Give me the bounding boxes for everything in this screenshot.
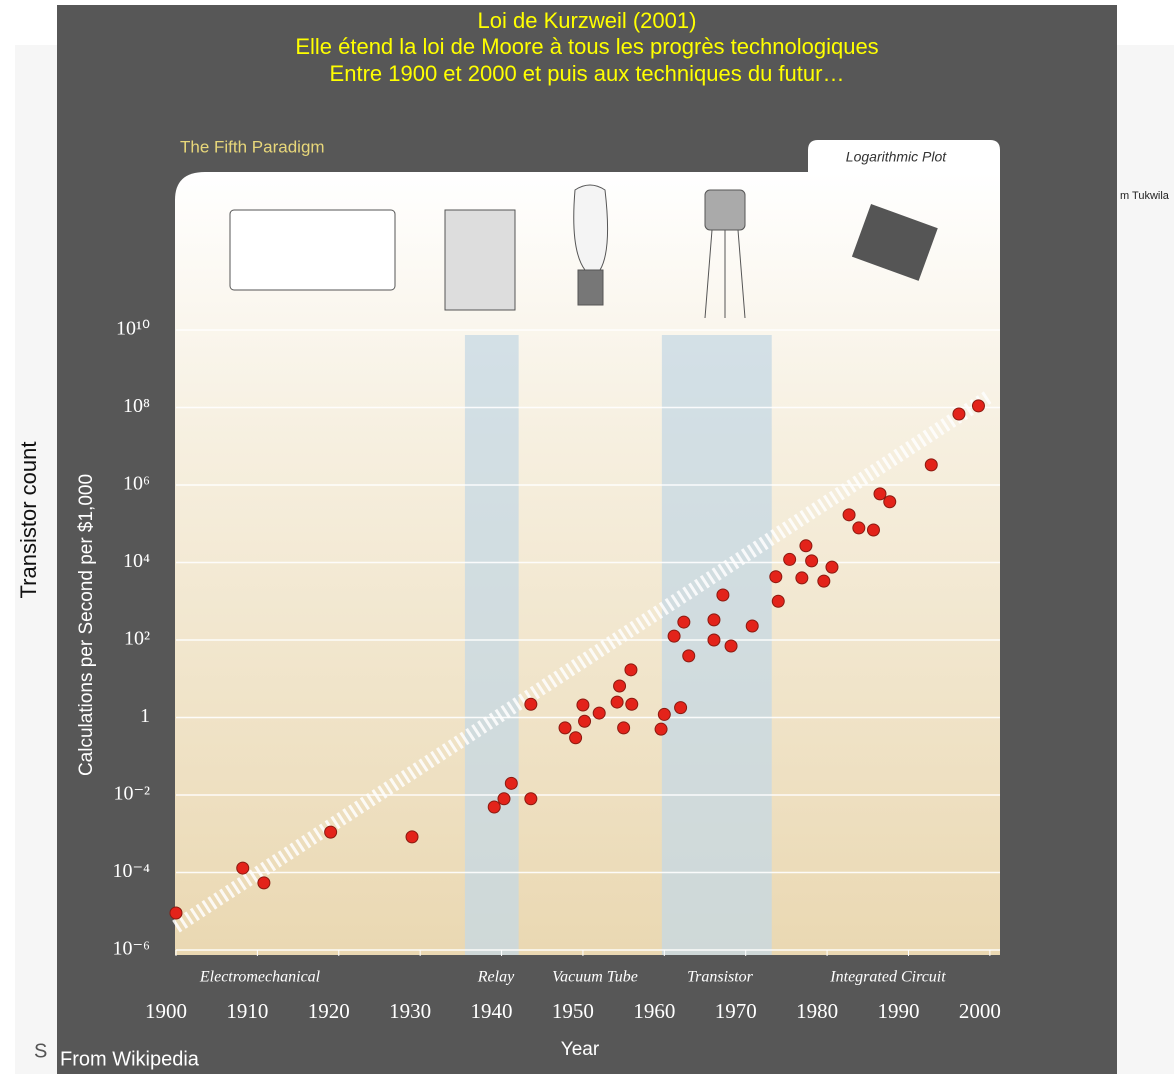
y-tick-label: 1 — [140, 705, 150, 727]
data-point — [257, 876, 271, 890]
x-tick-label: 1930 — [389, 999, 431, 1023]
y-tick-label: 10⁻² — [113, 783, 150, 805]
y-tick-label: 10⁸ — [123, 395, 150, 417]
header-line: Elle étend la loi de Moore à tous les pr… — [295, 34, 878, 59]
transistor-icon — [704, 189, 746, 231]
side-label: Transistor count — [16, 442, 41, 599]
y-tick-label: 10⁴ — [123, 550, 150, 572]
y-tick-label: 10¹⁰ — [116, 318, 150, 340]
y-tick-label: 10⁻⁴ — [112, 860, 150, 882]
data-point — [805, 554, 819, 568]
era-label: Integrated Circuit — [829, 969, 946, 986]
data-point — [524, 697, 538, 711]
data-point — [924, 458, 938, 472]
clipped-caption: m Tukwila — [1120, 190, 1170, 202]
data-point — [866, 523, 880, 537]
data-point — [592, 706, 606, 720]
data-point — [852, 521, 866, 535]
data-point — [825, 560, 839, 574]
data-point — [771, 594, 785, 608]
header-line: Loi de Kurzweil (2001) — [478, 8, 697, 33]
data-point — [817, 574, 831, 588]
data-point — [613, 679, 627, 693]
transistor-legs-icon — [704, 229, 746, 319]
data-point — [617, 721, 631, 735]
data-point — [677, 615, 691, 629]
data-point — [799, 539, 813, 553]
header-line: Entre 1900 et 2000 et puis aux technique… — [330, 61, 845, 86]
y-tick-label: 10² — [124, 628, 150, 650]
chip-icon — [851, 204, 938, 281]
data-point — [716, 588, 730, 602]
data-point — [624, 663, 638, 677]
y-axis-label: Calculations per Second per $1,000 — [76, 474, 97, 776]
data-point — [769, 570, 783, 584]
data-point — [674, 701, 688, 715]
data-point — [783, 552, 797, 566]
x-tick-label: 1970 — [715, 999, 757, 1023]
punch-card-icon — [229, 209, 396, 291]
data-point — [625, 697, 639, 711]
data-point — [558, 721, 572, 735]
era-label: Relay — [477, 969, 515, 986]
data-point — [971, 399, 985, 413]
x-tick-label: 1920 — [308, 999, 350, 1023]
chart-title: The Fifth Paradigm — [180, 137, 325, 156]
data-point — [405, 830, 419, 844]
y-tick-label: 10⁻⁶ — [112, 938, 150, 960]
data-point — [236, 861, 250, 875]
data-point — [952, 407, 966, 421]
clipped-text: S — [34, 1040, 47, 1062]
data-point — [654, 722, 668, 736]
era-label: Electromechanical — [199, 969, 321, 986]
data-point — [795, 571, 809, 585]
data-point — [576, 698, 590, 712]
x-tick-label: 1990 — [877, 999, 919, 1023]
data-point — [487, 800, 501, 814]
y-tick-label: 10⁶ — [123, 473, 150, 495]
chart-subtitle: Logarithmic Plot — [846, 149, 947, 165]
source-note: From Wikipedia — [60, 1048, 200, 1070]
data-point — [842, 508, 856, 522]
x-axis-label: Year — [561, 1039, 600, 1060]
data-point — [657, 707, 671, 721]
data-point — [707, 633, 721, 647]
data-point — [524, 792, 538, 806]
relay-icon — [444, 209, 516, 311]
data-point — [745, 619, 759, 633]
era-label: Vacuum Tube — [552, 969, 638, 986]
era-band — [464, 335, 519, 955]
x-tick-label: 1910 — [226, 999, 268, 1023]
era-label: Transistor — [687, 969, 754, 986]
plot-area — [175, 172, 1000, 955]
data-point — [873, 487, 887, 501]
data-point — [169, 906, 183, 920]
data-point — [504, 776, 518, 790]
x-tick-label: 1950 — [552, 999, 594, 1023]
x-tick-label: 1940 — [471, 999, 513, 1023]
data-point — [497, 792, 511, 806]
data-point — [883, 495, 897, 509]
x-tick-label: 1900 — [145, 999, 187, 1023]
data-point — [324, 825, 338, 839]
trend-band — [172, 389, 994, 933]
data-point — [569, 731, 583, 745]
data-point — [610, 695, 624, 709]
data-point — [724, 639, 738, 653]
data-point — [667, 629, 681, 643]
x-tick-label: 1960 — [633, 999, 675, 1023]
data-point — [707, 613, 721, 627]
x-tick-label: 2000 — [959, 999, 1001, 1023]
tube-base-icon — [577, 269, 604, 306]
icons — [229, 184, 938, 319]
tube-icon — [573, 184, 609, 271]
data-point — [682, 649, 696, 663]
x-tick-label: 1980 — [796, 999, 838, 1023]
tab — [808, 140, 1000, 175]
data-point — [578, 714, 592, 728]
